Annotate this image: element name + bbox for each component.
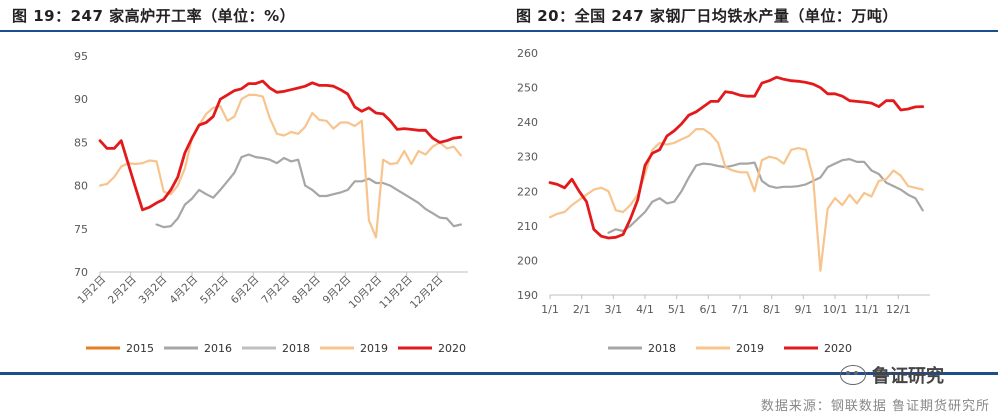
legend-label-2016: 2016 [204,342,232,355]
x-tick-label: 8/1 [763,303,781,316]
x-tick-label: 10/1 [823,303,848,316]
legend-label-2020: 2020 [438,342,466,355]
right-chart-title: 图 20：全国 247 家钢厂日均铁水产量（单位：万吨） [516,7,898,25]
x-tick-label: 8月2日 [290,274,323,307]
x-tick-label: 7月2日 [259,274,292,307]
watermark-text: 鲁证研究 [872,366,944,387]
y-tick-label: 200 [517,254,538,267]
legend-label-2015: 2015 [126,342,154,355]
source-note: 数据来源：钢联数据 鲁证期货研究所 [760,399,990,414]
y-tick-label: 220 [517,185,538,198]
left-chart: 7075808590951月2日2月2日3月2日4月2日5月2日6月2日7月2日… [74,50,468,355]
series-line-2016 [155,153,462,229]
x-tick-label: 3月2日 [137,274,170,307]
series-line-2020 [98,79,463,212]
series-line-2018 [607,157,924,234]
legend-label-2018: 2018 [648,342,676,355]
wechat-icon [840,365,866,385]
x-tick-label: 1/1 [541,303,559,316]
x-tick-label: 12月2日 [408,274,446,312]
y-tick-label: 95 [74,50,88,63]
x-tick-label: 2/1 [573,303,591,316]
legend-label-2018: 2018 [282,342,310,355]
y-tick-label: 210 [517,220,538,233]
y-tick-label: 90 [74,93,88,106]
x-tick-label: 11/1 [854,303,879,316]
y-tick-label: 240 [517,116,538,129]
series-line-2019 [98,93,462,239]
legend-label-2019: 2019 [360,342,388,355]
top-rule [0,30,998,32]
y-tick-label: 80 [74,180,88,193]
legend-label-2020: 2020 [824,342,852,355]
y-tick-label: 85 [74,136,88,149]
x-tick-label: 7/1 [731,303,749,316]
x-tick-label: 11月2日 [377,274,415,312]
y-tick-label: 190 [517,289,538,302]
x-tick-label: 2月2日 [106,274,139,307]
x-tick-label: 3/1 [604,303,622,316]
x-tick-label: 6/1 [699,303,717,316]
x-tick-label: 5月2日 [198,274,231,307]
series-line-2020 [548,75,925,240]
x-tick-label: 10月2日 [347,274,385,312]
legend-label-2019: 2019 [736,342,764,355]
right-chart: 190 200 210 220 230 240 250 260 1/1 2/1 3/1 4/1 5/1 6… [517,47,930,355]
x-tick-label: 6月2日 [229,274,262,307]
x-tick-label: 5/1 [668,303,686,316]
y-tick-label: 70 [74,266,88,279]
x-tick-label: 9/1 [794,303,812,316]
x-tick-label: 12/1 [886,303,911,316]
x-tick-label: 4月2日 [167,274,200,307]
y-tick-label: 260 [517,47,538,60]
y-tick-label: 230 [517,151,538,164]
bottom-rule [0,372,998,375]
y-tick-label: 250 [517,82,538,95]
left-chart-title: 图 19：247 家高炉开工率（单位：%） [12,7,296,25]
series-line-2019 [548,127,924,272]
y-tick-label: 75 [74,223,88,236]
x-tick-label: 4/1 [636,303,654,316]
watermark: 鲁证研究 [840,362,944,388]
